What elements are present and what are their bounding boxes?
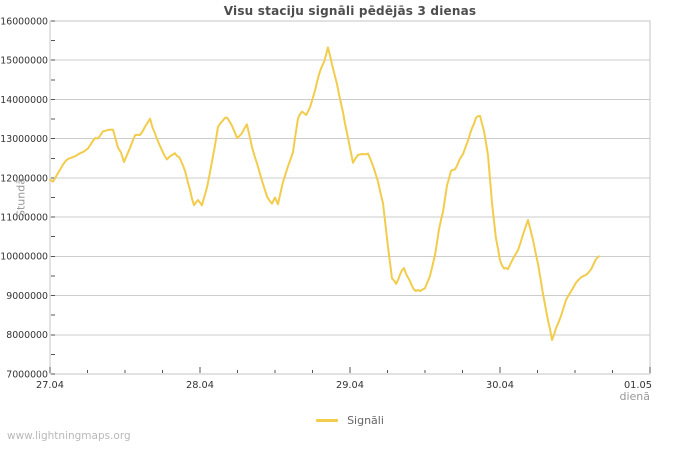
- x-tick-label: 01.05: [624, 380, 652, 391]
- legend-line-swatch: [316, 418, 339, 422]
- legend: Signāli: [0, 413, 700, 427]
- chart-title: Visu staciju signāli pēdējās 3 dienas: [223, 4, 477, 18]
- y-tick-label: 9000000: [6, 291, 48, 302]
- x-axis-label: dienā: [619, 390, 650, 403]
- y-tick-label: 7000000: [6, 369, 48, 380]
- y-tick-label: 13000000: [0, 134, 48, 145]
- plot-border: [49, 20, 651, 375]
- x-tick-label: 27.04: [36, 380, 64, 391]
- x-tick-label: 28.04: [186, 380, 214, 391]
- watermark: www.lightningmaps.org: [7, 430, 131, 442]
- signal-line: [49, 46, 600, 341]
- y-tick-label: 8000000: [6, 330, 48, 341]
- y-axis: 16000000 15000000 14000000 13000000 12000000…: [0, 16, 55, 380]
- y-tick-label: 12000000: [0, 173, 48, 184]
- y-axis-label: Stundā: [14, 178, 28, 217]
- x-tick-label: 30.04: [486, 380, 514, 391]
- x-tick-label: 29.04: [336, 380, 364, 391]
- y-tick-label: 16000000: [0, 16, 48, 27]
- legend-label: Signāli: [347, 413, 384, 427]
- y-tick-label: 15000000: [0, 56, 48, 67]
- y-tick-label: 14000000: [0, 95, 48, 106]
- y-tick-label: 11000000: [0, 213, 48, 224]
- x-axis: 27.04 28.04 29.04 30.04 01.05: [36, 367, 652, 391]
- y-tick-label: 10000000: [0, 252, 48, 263]
